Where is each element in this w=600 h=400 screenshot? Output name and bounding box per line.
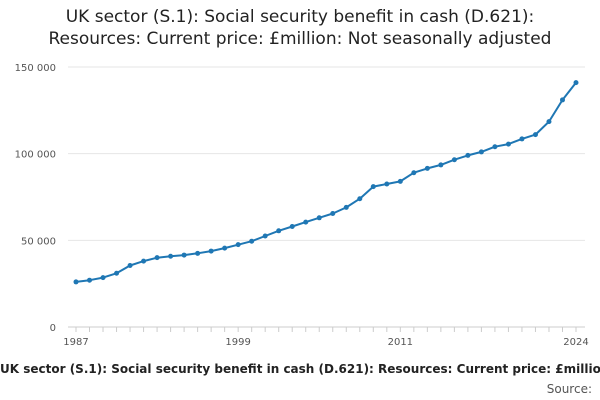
data-point[interactable] xyxy=(384,181,390,187)
x-tick-label: 2024 xyxy=(563,337,588,348)
data-point[interactable] xyxy=(330,210,336,216)
series-points xyxy=(73,80,579,285)
data-point[interactable] xyxy=(154,255,160,261)
data-point[interactable] xyxy=(141,258,147,264)
y-axis-tick-labels: 0 50 000 100 000 150 000 xyxy=(15,63,56,334)
data-point[interactable] xyxy=(276,228,282,234)
y-gridlines xyxy=(68,66,585,241)
y-tick-label: 50 000 xyxy=(21,236,56,247)
data-point[interactable] xyxy=(559,97,565,103)
data-point[interactable] xyxy=(573,80,579,86)
data-point[interactable] xyxy=(424,165,430,171)
data-point[interactable] xyxy=(87,277,93,283)
data-point[interactable] xyxy=(532,132,538,138)
y-tick-label: 0 xyxy=(50,323,56,334)
x-axis-ticks xyxy=(75,327,577,332)
data-point[interactable] xyxy=(411,170,417,176)
legend: UK sector (S.1): Social security benefit… xyxy=(0,362,600,382)
source-label: Source: xyxy=(546,382,592,396)
series-line xyxy=(75,81,577,283)
chart-title-line-2: Resources: Current price: £million: Not … xyxy=(48,29,552,49)
data-point[interactable] xyxy=(546,119,552,125)
x-tick-label: 1987 xyxy=(63,337,88,348)
data-point[interactable] xyxy=(505,141,511,147)
chart-title: UK sector (S.1): Social security benefit… xyxy=(0,6,600,50)
data-point[interactable] xyxy=(100,275,106,281)
data-point[interactable] xyxy=(127,262,133,268)
x-axis-tick-labels: 1987 1999 2011 2024 xyxy=(63,337,588,348)
data-point[interactable] xyxy=(195,250,201,256)
data-point[interactable] xyxy=(438,162,444,168)
data-point[interactable] xyxy=(73,279,79,285)
data-point[interactable] xyxy=(249,238,255,244)
data-point[interactable] xyxy=(303,219,309,225)
chart-title-line-1: UK sector (S.1): Social security benefit… xyxy=(65,7,535,27)
data-point[interactable] xyxy=(519,136,525,142)
x-tick-label: 2011 xyxy=(388,337,413,348)
data-point[interactable] xyxy=(114,270,120,276)
data-point[interactable] xyxy=(370,184,376,190)
data-point[interactable] xyxy=(208,248,214,254)
data-point[interactable] xyxy=(397,178,403,184)
data-point[interactable] xyxy=(181,252,187,258)
data-point[interactable] xyxy=(222,245,228,251)
data-point[interactable] xyxy=(357,196,363,202)
y-tick-label: 150 000 xyxy=(15,63,56,74)
y-tick-label: 100 000 xyxy=(15,150,56,161)
legend-label: UK sector (S.1): Social security benefit… xyxy=(0,362,600,376)
data-point[interactable] xyxy=(168,253,174,259)
x-tick-label: 1999 xyxy=(225,337,250,348)
data-point[interactable] xyxy=(451,157,457,163)
data-point[interactable] xyxy=(316,215,322,221)
data-point[interactable] xyxy=(465,152,471,158)
data-point[interactable] xyxy=(492,144,498,150)
data-point[interactable] xyxy=(262,233,268,239)
data-point[interactable] xyxy=(235,242,241,248)
data-point[interactable] xyxy=(289,223,295,229)
data-point[interactable] xyxy=(478,149,484,155)
data-point[interactable] xyxy=(343,204,349,210)
